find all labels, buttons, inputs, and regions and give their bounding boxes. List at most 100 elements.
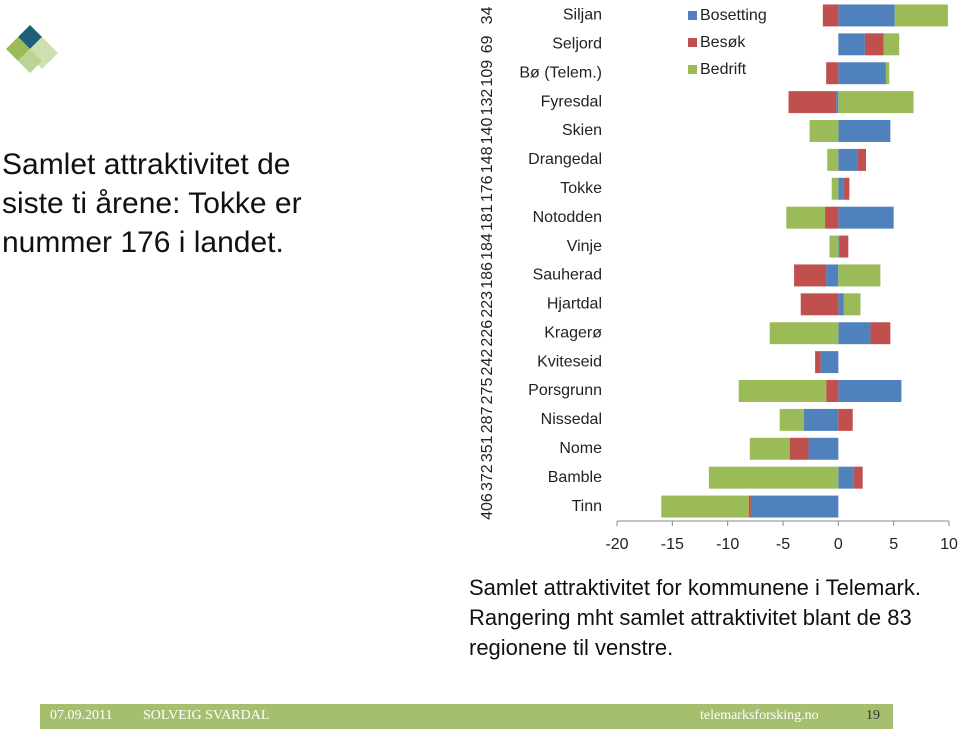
bar: [883, 33, 900, 56]
legend-swatch: [688, 65, 697, 74]
bar: [749, 437, 790, 460]
category-label: Siljan: [563, 7, 602, 24]
bar: [838, 91, 914, 114]
rank-label: 287: [479, 406, 496, 433]
bar: [870, 322, 891, 345]
x-tick-label: 10: [940, 536, 958, 553]
bar: [838, 4, 895, 27]
x-tick-label: 0: [834, 536, 843, 553]
bar: [826, 62, 839, 85]
bar: [838, 466, 854, 489]
rank-label: 275: [479, 378, 496, 405]
bar: [826, 264, 839, 287]
bar: [894, 4, 948, 27]
category-label: Bø (Telem.): [519, 64, 602, 81]
rank-label: 132: [479, 89, 496, 116]
legend-label: Bosetting: [700, 7, 767, 24]
bar: [820, 351, 839, 374]
bar: [831, 177, 839, 200]
bar: [853, 466, 863, 489]
x-tick-label: -15: [661, 536, 684, 553]
category-label: Fyresdal: [541, 93, 602, 110]
bar: [885, 62, 890, 85]
category-label: Nissedal: [541, 411, 602, 428]
rank-label: 181: [479, 204, 496, 231]
category-label: Kragerø: [544, 324, 602, 341]
rank-label: 351: [479, 435, 496, 462]
chart: -20 -15 -10 -5 0 5 10 Siljan 34 Seljord 69 Bø (Tele…: [479, 4, 958, 553]
bar: [809, 120, 839, 142]
bar: [769, 322, 839, 345]
rank-label: 69: [479, 35, 496, 53]
rank-label: 184: [479, 233, 496, 260]
bar: [826, 380, 839, 402]
category-label: Hjartdal: [547, 296, 602, 313]
bar: [838, 408, 853, 431]
category-label: Vinje: [567, 238, 602, 255]
category-label: Porsgrunn: [528, 382, 602, 399]
rank-label: 109: [479, 60, 496, 87]
footer-site: telemarksforsking.no: [700, 708, 819, 723]
rank-label: 186: [479, 262, 496, 289]
x-tick-label: -20: [605, 536, 628, 553]
bar: [838, 62, 886, 85]
legend-label: Besøk: [700, 34, 746, 51]
legend-label: Bedrift: [700, 61, 747, 78]
bar: [838, 177, 844, 200]
category-label: Nome: [559, 440, 602, 457]
bar: [838, 206, 894, 229]
footer-date: 07.09.2011: [50, 708, 113, 723]
bar: [843, 293, 861, 316]
category-label: Notodden: [533, 209, 602, 226]
category-label: Bamble: [548, 469, 602, 486]
x-tick-label: -10: [716, 536, 739, 553]
bar: [738, 380, 827, 402]
legend-swatch: [688, 11, 697, 20]
bar: [839, 235, 849, 258]
bar: [838, 322, 871, 345]
bar: [843, 177, 850, 200]
category-label: Tinn: [571, 498, 602, 515]
slide-title: Samlet attraktivitet de siste ti årene: …: [2, 148, 302, 259]
bar: [661, 495, 749, 518]
legend-swatch: [688, 38, 697, 47]
bar: [789, 437, 809, 460]
bar: [827, 148, 839, 171]
bar: [748, 495, 751, 518]
bar: [815, 351, 821, 374]
bar: [836, 91, 839, 114]
bar: [838, 380, 902, 402]
category-label: Skien: [562, 122, 602, 139]
bar: [825, 206, 839, 229]
caption: Samlet attraktivitet for kommunene i Tel…: [469, 575, 921, 660]
bar: [829, 235, 839, 258]
bar: [838, 33, 865, 56]
bar: [838, 235, 840, 258]
bar: [838, 293, 844, 316]
bar: [786, 206, 826, 229]
bar: [857, 148, 866, 171]
bar: [808, 437, 839, 460]
bar: [750, 495, 839, 518]
rank-label: 176: [479, 175, 496, 202]
page-number: 19: [866, 708, 880, 723]
rank-label: 242: [479, 349, 496, 376]
category-label: Sauherad: [533, 267, 602, 284]
x-tick-label: 5: [889, 536, 898, 553]
footer: 07.09.2011 SOLVEIG SVARDAL telemarksfors…: [40, 704, 893, 729]
logo: [6, 25, 58, 73]
bar: [788, 91, 837, 114]
rank-label: 140: [479, 118, 496, 145]
bar: [838, 148, 858, 171]
bar: [864, 33, 884, 56]
rank-label: 406: [479, 493, 496, 520]
bar: [800, 293, 839, 316]
bar: [822, 4, 839, 27]
bar: [838, 120, 891, 142]
category-label: Tokke: [560, 180, 602, 197]
rank-label: 226: [479, 320, 496, 347]
rank-label: 34: [479, 6, 496, 24]
bar: [779, 408, 805, 431]
bar: [838, 264, 881, 287]
